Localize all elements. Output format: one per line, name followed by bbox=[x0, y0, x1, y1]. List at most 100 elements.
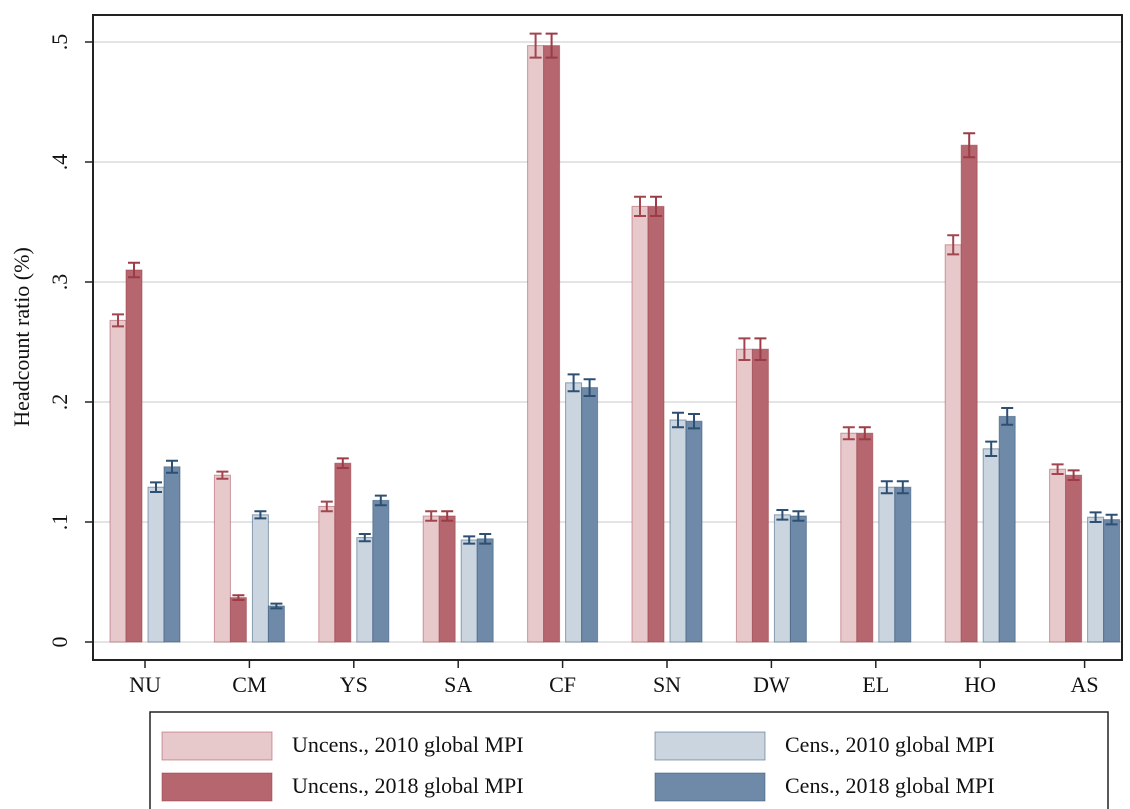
bar bbox=[685, 420, 703, 643]
bar bbox=[438, 515, 456, 643]
error-bar bbox=[425, 510, 438, 522]
error-bar bbox=[842, 426, 855, 441]
error-bar bbox=[896, 480, 909, 495]
legend-box bbox=[149, 711, 1109, 809]
y-tick-label: .1 bbox=[47, 514, 72, 531]
error-bar bbox=[792, 510, 805, 522]
x-tick-label: CF bbox=[549, 672, 576, 697]
bar bbox=[251, 514, 269, 643]
x-tick-label: YS bbox=[340, 672, 368, 697]
y-tick-label: .5 bbox=[47, 34, 72, 51]
bar bbox=[773, 514, 791, 643]
error-bar bbox=[1051, 463, 1064, 475]
legend-label: Cens., 2018 global MPI bbox=[785, 773, 995, 798]
bar bbox=[669, 419, 687, 643]
bar bbox=[751, 348, 769, 643]
error-bar bbox=[463, 535, 476, 545]
error-bar bbox=[545, 32, 558, 59]
x-tick-label: AS bbox=[1071, 672, 1099, 697]
error-bar bbox=[232, 594, 245, 601]
legend-swatch bbox=[654, 731, 766, 761]
error-bar bbox=[754, 337, 767, 361]
bar bbox=[334, 462, 352, 643]
bar bbox=[163, 466, 181, 643]
bar bbox=[581, 387, 599, 643]
bar bbox=[789, 515, 807, 643]
bar bbox=[998, 415, 1016, 643]
error-bar bbox=[1089, 511, 1102, 523]
error-bar bbox=[583, 378, 596, 397]
bar bbox=[944, 244, 962, 643]
x-tick-label: SN bbox=[653, 672, 681, 697]
legend-label: Cens., 2010 global MPI bbox=[785, 732, 995, 757]
legend-swatch bbox=[654, 772, 766, 802]
error-bar bbox=[441, 510, 454, 522]
bar bbox=[109, 319, 127, 643]
error-bar bbox=[150, 481, 162, 493]
bar bbox=[527, 45, 545, 643]
error-bar bbox=[336, 457, 349, 469]
y-axis-label: Headcount ratio (%) bbox=[9, 247, 34, 427]
bar bbox=[878, 486, 896, 643]
bar bbox=[422, 515, 440, 643]
bar bbox=[894, 486, 912, 643]
error-bar bbox=[738, 337, 751, 361]
error-bar bbox=[947, 234, 960, 256]
y-tick-label: .3 bbox=[47, 274, 72, 291]
bar bbox=[960, 144, 978, 643]
bar bbox=[267, 605, 285, 643]
bar bbox=[1065, 474, 1083, 643]
error-bar bbox=[688, 413, 700, 430]
x-tick-label: DW bbox=[753, 672, 790, 697]
x-tick-label: NU bbox=[129, 672, 161, 697]
x-tick-label: EL bbox=[862, 672, 889, 697]
y-tick-label: 0 bbox=[47, 637, 72, 648]
error-bar bbox=[858, 426, 871, 441]
error-bar bbox=[776, 509, 789, 521]
error-bar bbox=[529, 32, 542, 59]
error-bar bbox=[1105, 513, 1118, 526]
bar bbox=[229, 597, 247, 643]
error-bar bbox=[650, 195, 662, 217]
error-bar bbox=[880, 480, 893, 495]
error-bar bbox=[216, 470, 229, 480]
bar bbox=[213, 474, 231, 643]
bar bbox=[1103, 519, 1121, 643]
bar bbox=[856, 432, 874, 643]
bar bbox=[1049, 468, 1067, 643]
error-bar bbox=[254, 510, 267, 520]
bar bbox=[372, 499, 390, 643]
bar bbox=[840, 432, 858, 643]
error-bar bbox=[358, 533, 371, 543]
error-bar bbox=[479, 533, 492, 545]
legend-swatch bbox=[161, 772, 273, 802]
error-bar bbox=[374, 494, 387, 507]
plot-frame bbox=[92, 14, 1123, 661]
error-bar bbox=[963, 132, 976, 159]
x-tick-label: SA bbox=[444, 672, 472, 697]
error-bar bbox=[672, 411, 684, 429]
bar bbox=[147, 486, 165, 643]
error-bar bbox=[166, 459, 178, 474]
bar bbox=[565, 382, 583, 643]
y-tick-label: .2 bbox=[47, 394, 72, 411]
error-bar bbox=[1001, 407, 1014, 426]
error-bar bbox=[985, 440, 998, 457]
error-bar bbox=[1067, 469, 1080, 481]
error-bar bbox=[634, 195, 646, 217]
error-bar bbox=[320, 500, 333, 513]
legend-swatch bbox=[161, 731, 273, 761]
bar bbox=[125, 269, 143, 643]
legend-label: Uncens., 2018 global MPI bbox=[292, 773, 524, 798]
error-bar bbox=[270, 602, 283, 610]
bar bbox=[647, 205, 665, 643]
bar bbox=[318, 505, 336, 643]
legend-label: Uncens., 2010 global MPI bbox=[292, 732, 524, 757]
bar bbox=[543, 45, 561, 643]
bar bbox=[735, 348, 753, 643]
error-bar bbox=[567, 373, 580, 393]
bar bbox=[356, 537, 374, 643]
error-bar bbox=[112, 313, 124, 328]
bar bbox=[476, 538, 494, 643]
